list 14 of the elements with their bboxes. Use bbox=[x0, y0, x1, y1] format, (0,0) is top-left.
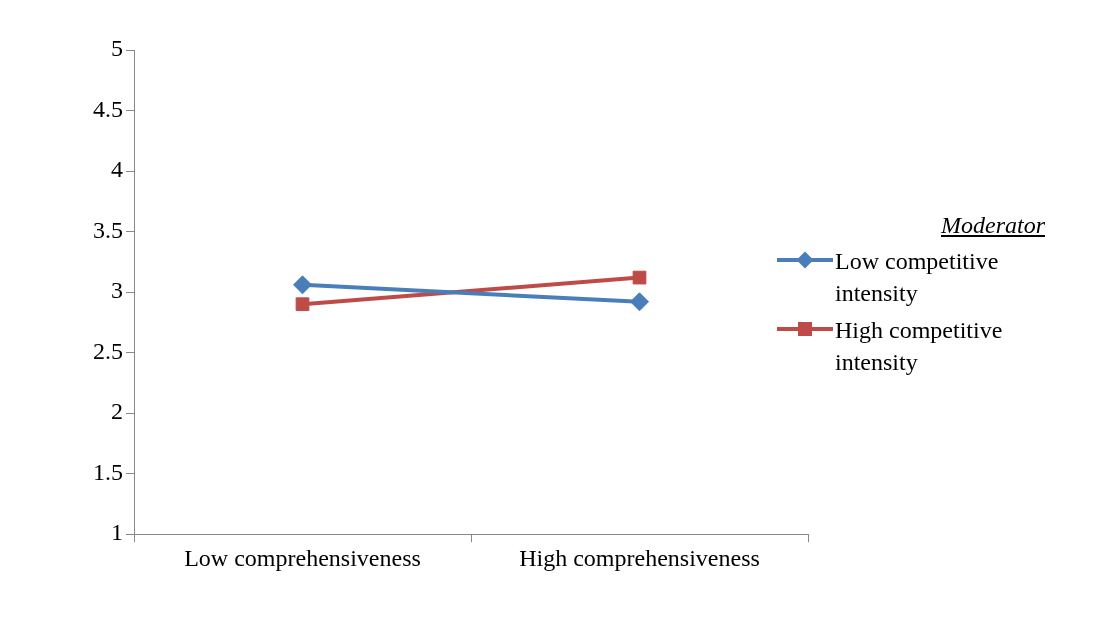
y-tick-label: 3.5 bbox=[93, 216, 123, 243]
legend-title: Moderator bbox=[940, 212, 1046, 239]
y-tick-label: 1.5 bbox=[93, 458, 123, 485]
y-tick-label: 2 bbox=[111, 398, 123, 425]
x-tick-label: High comprehensiveness bbox=[519, 544, 760, 571]
y-tick-label: 1 bbox=[111, 519, 123, 546]
x-tick-label: Low comprehensiveness bbox=[184, 544, 421, 571]
y-tick-label: 5 bbox=[111, 35, 123, 62]
y-tick-label: 4.5 bbox=[93, 95, 123, 122]
legend-label: Low competitive intensity bbox=[835, 247, 1000, 309]
y-tick-label: 2.5 bbox=[93, 337, 123, 364]
y-tick-label: 4 bbox=[111, 156, 123, 183]
y-tick-label: 3 bbox=[111, 277, 123, 304]
legend-label: High competitive intensity bbox=[835, 315, 1004, 378]
